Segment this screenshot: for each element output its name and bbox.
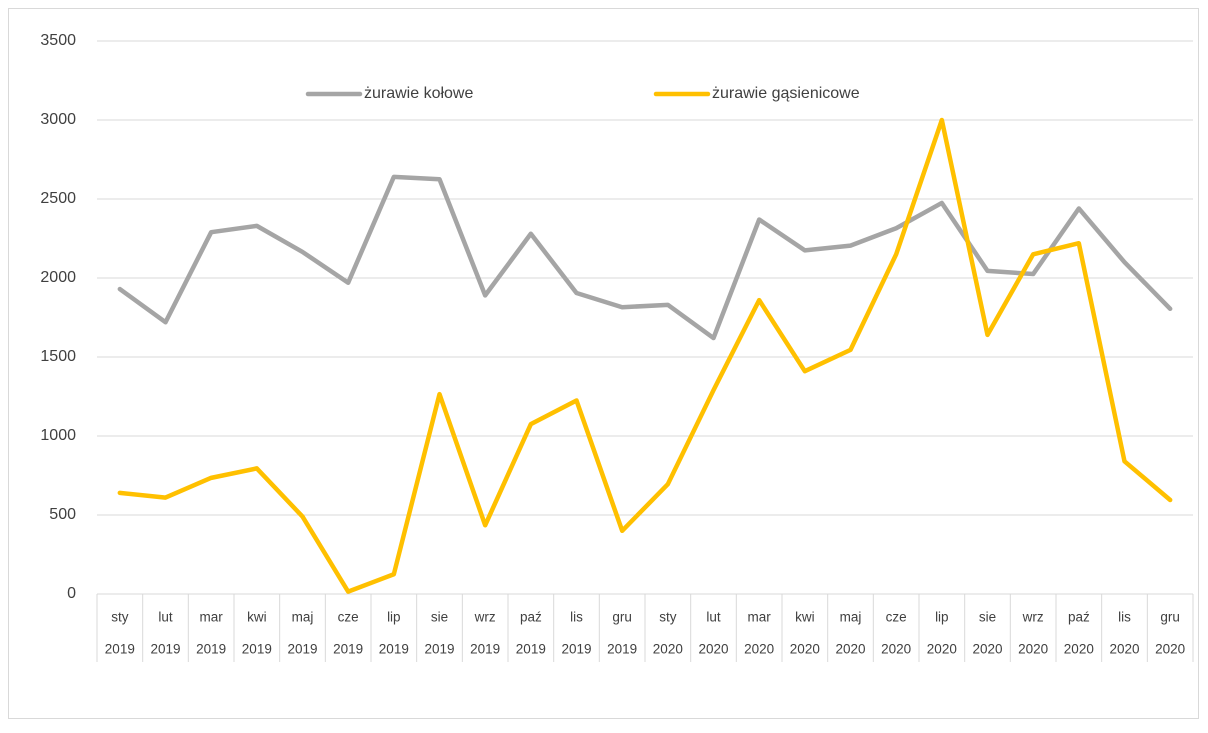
x-tick-label-year: 2019 [196, 642, 226, 657]
x-tick-label: lut [706, 610, 721, 625]
y-tick-label: 500 [49, 506, 76, 523]
x-tick-label: gru [1160, 610, 1180, 625]
x-tick-label-year: 2020 [1064, 642, 1094, 657]
x-tick-label: wrz [1022, 610, 1044, 625]
y-tick-label: 3000 [40, 111, 76, 128]
x-tick-label: sty [659, 610, 677, 625]
x-tick-label: mar [748, 610, 772, 625]
x-tick-label: paź [520, 610, 542, 625]
x-tick-label: gru [612, 610, 632, 625]
x-tick-label-year: 2019 [287, 642, 317, 657]
x-tick-label: kwi [795, 610, 815, 625]
x-tick-label-year: 2020 [927, 642, 957, 657]
x-tick-label-year: 2019 [470, 642, 500, 657]
x-tick-label: lip [387, 610, 401, 625]
x-tick-label: sty [111, 610, 129, 625]
x-tick-label-year: 2019 [333, 642, 363, 657]
y-tick-label: 2000 [40, 269, 76, 286]
x-tick-label: maj [292, 610, 314, 625]
x-tick-label: cze [338, 610, 359, 625]
x-tick-label: lis [570, 610, 583, 625]
x-tick-label: maj [840, 610, 862, 625]
x-tick-label: lis [1118, 610, 1131, 625]
y-tick-label: 2500 [40, 190, 76, 207]
legend-label: żurawie gąsienicowe [712, 85, 860, 102]
chart-frame [8, 8, 1199, 719]
x-tick-label: kwi [247, 610, 267, 625]
x-tick-label-year: 2020 [790, 642, 820, 657]
line-series [117, 174, 1173, 341]
x-tick-label-year: 2020 [1018, 642, 1048, 657]
x-tick-label: wrz [474, 610, 496, 625]
x-tick-label-year: 2019 [516, 642, 546, 657]
x-tick-label-year: 2020 [1109, 642, 1139, 657]
x-tick-label-year: 2019 [105, 642, 135, 657]
x-tick-label-year: 2020 [972, 642, 1002, 657]
x-tick-label: lip [935, 610, 949, 625]
x-tick-label-year: 2019 [424, 642, 454, 657]
y-tick-label: 3500 [40, 32, 76, 49]
x-tick-label-year: 2019 [607, 642, 637, 657]
x-tick-label-year: 2019 [379, 642, 409, 657]
x-tick-label-year: 2020 [698, 642, 728, 657]
y-tick-label: 1000 [40, 427, 76, 444]
x-tick-label: mar [200, 610, 224, 625]
x-tick-label: lut [158, 610, 173, 625]
x-tick-label: sie [979, 610, 996, 625]
legend-label: żurawie kołowe [364, 85, 473, 102]
x-tick-label-year: 2020 [653, 642, 683, 657]
y-tick-label: 0 [67, 585, 76, 602]
line-series [117, 117, 1173, 594]
x-tick-label-year: 2020 [835, 642, 865, 657]
x-tick-label-year: 2020 [1155, 642, 1185, 657]
x-tick-label-year: 2019 [242, 642, 272, 657]
x-tick-label-year: 2019 [561, 642, 591, 657]
x-tick-label-year: 2020 [881, 642, 911, 657]
x-tick-label-year: 2019 [150, 642, 180, 657]
x-tick-label: sie [431, 610, 448, 625]
x-tick-label-year: 2020 [744, 642, 774, 657]
x-tick-label: cze [886, 610, 907, 625]
x-tick-label: paź [1068, 610, 1090, 625]
y-tick-label: 1500 [40, 348, 76, 365]
